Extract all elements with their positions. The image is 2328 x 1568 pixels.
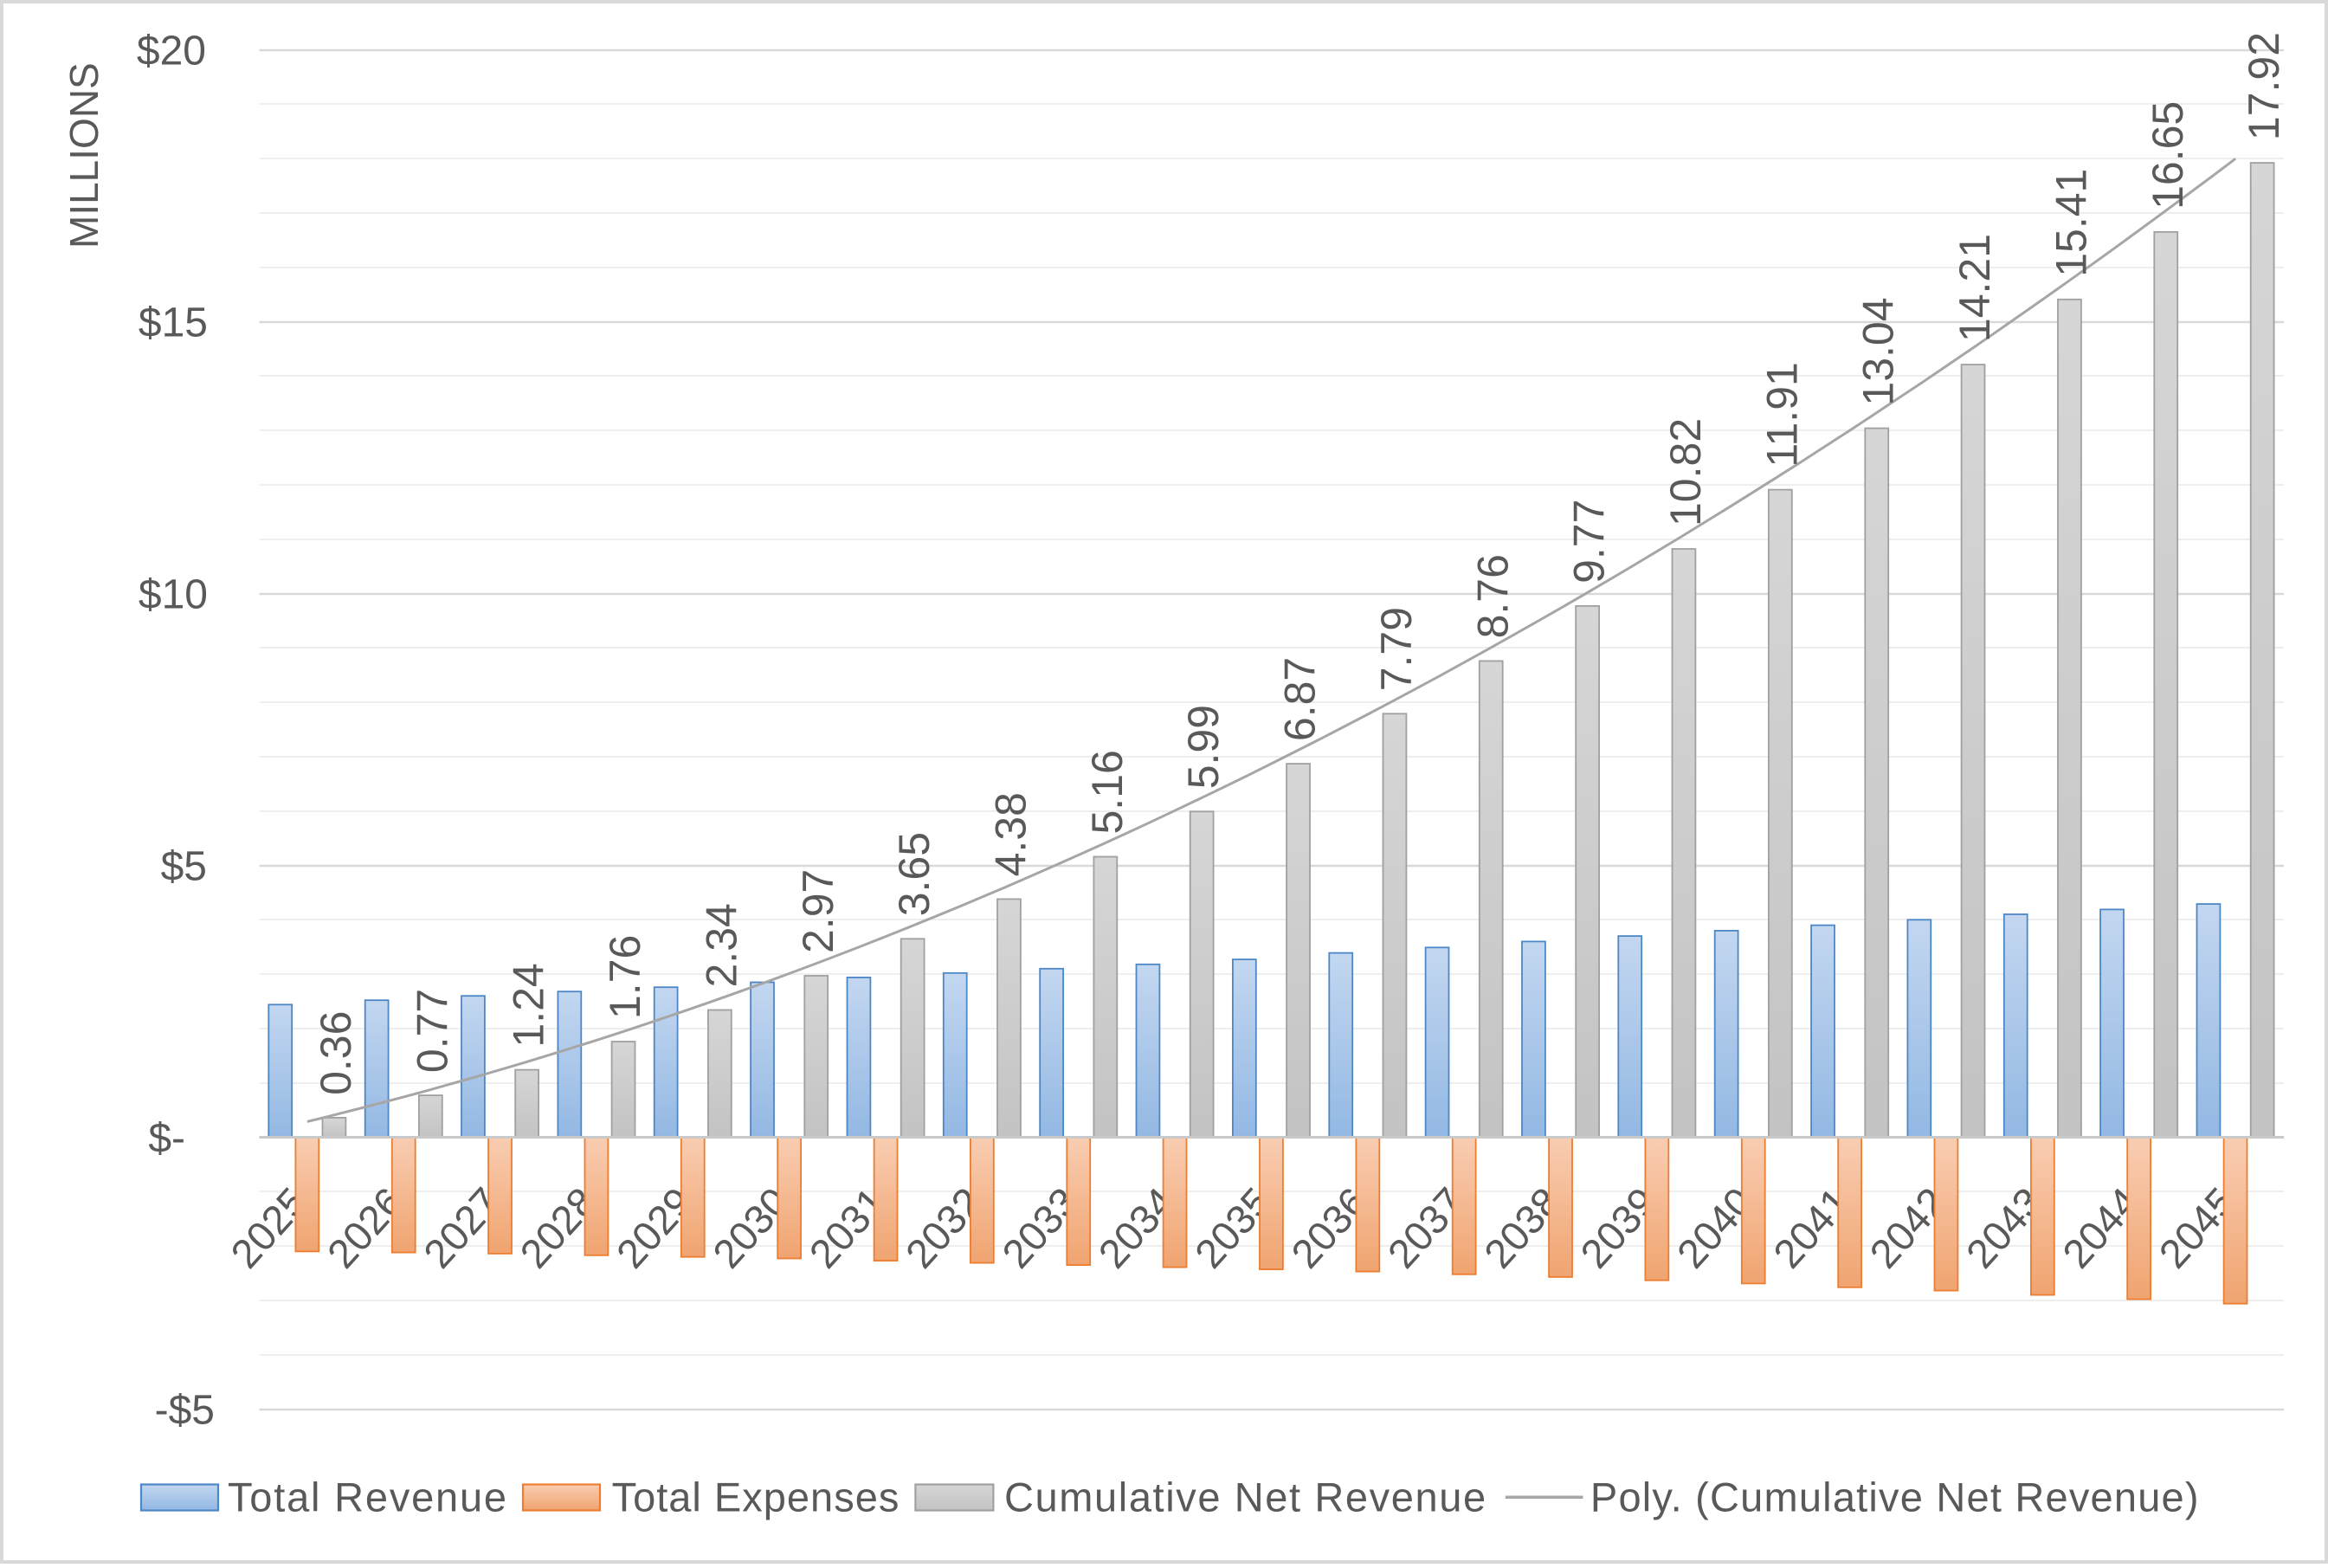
- svg-text:$15: $15: [139, 300, 208, 346]
- svg-text:6.87: 6.87: [1276, 657, 1325, 741]
- svg-text:5.99: 5.99: [1179, 705, 1228, 789]
- svg-text:3.65: 3.65: [890, 832, 938, 916]
- svg-text:2.34: 2.34: [697, 903, 745, 987]
- svg-text:7.79: 7.79: [1372, 607, 1421, 691]
- svg-text:10.82: 10.82: [1661, 418, 1710, 526]
- svg-text:1.24: 1.24: [505, 963, 553, 1047]
- svg-text:2.97: 2.97: [794, 869, 842, 953]
- svg-text:Poly. (Cumulative Net Revenue): Poly. (Cumulative Net Revenue): [1590, 1474, 2200, 1520]
- svg-text:16.65: 16.65: [2144, 101, 2192, 210]
- svg-text:$10: $10: [139, 572, 208, 618]
- svg-text:9.77: 9.77: [1565, 500, 1614, 584]
- svg-text:$-: $-: [148, 1116, 185, 1162]
- svg-text:1.76: 1.76: [601, 935, 649, 1019]
- svg-text:$20: $20: [137, 29, 206, 74]
- svg-text:13.04: 13.04: [1854, 297, 1903, 405]
- svg-text:Total Expenses: Total Expenses: [612, 1474, 900, 1520]
- svg-text:11.91: 11.91: [1757, 362, 1806, 467]
- svg-text:0.77: 0.77: [408, 989, 456, 1073]
- svg-text:4.38: 4.38: [987, 792, 1035, 876]
- svg-text:5.16: 5.16: [1083, 750, 1132, 834]
- svg-text:17.92: 17.92: [2240, 32, 2288, 140]
- svg-text:8.76: 8.76: [1468, 554, 1517, 638]
- svg-text:-$5: -$5: [155, 1388, 215, 1434]
- svg-text:0.36: 0.36: [312, 1011, 360, 1095]
- svg-text:14.21: 14.21: [1951, 234, 1999, 342]
- svg-text:Total Revenue: Total Revenue: [228, 1474, 508, 1520]
- svg-text:$5: $5: [161, 844, 207, 890]
- svg-text:MILLIONS: MILLIONS: [61, 62, 106, 248]
- svg-text:Cumulative Net Revenue: Cumulative Net Revenue: [1004, 1474, 1487, 1520]
- svg-text:15.41: 15.41: [2047, 169, 2095, 277]
